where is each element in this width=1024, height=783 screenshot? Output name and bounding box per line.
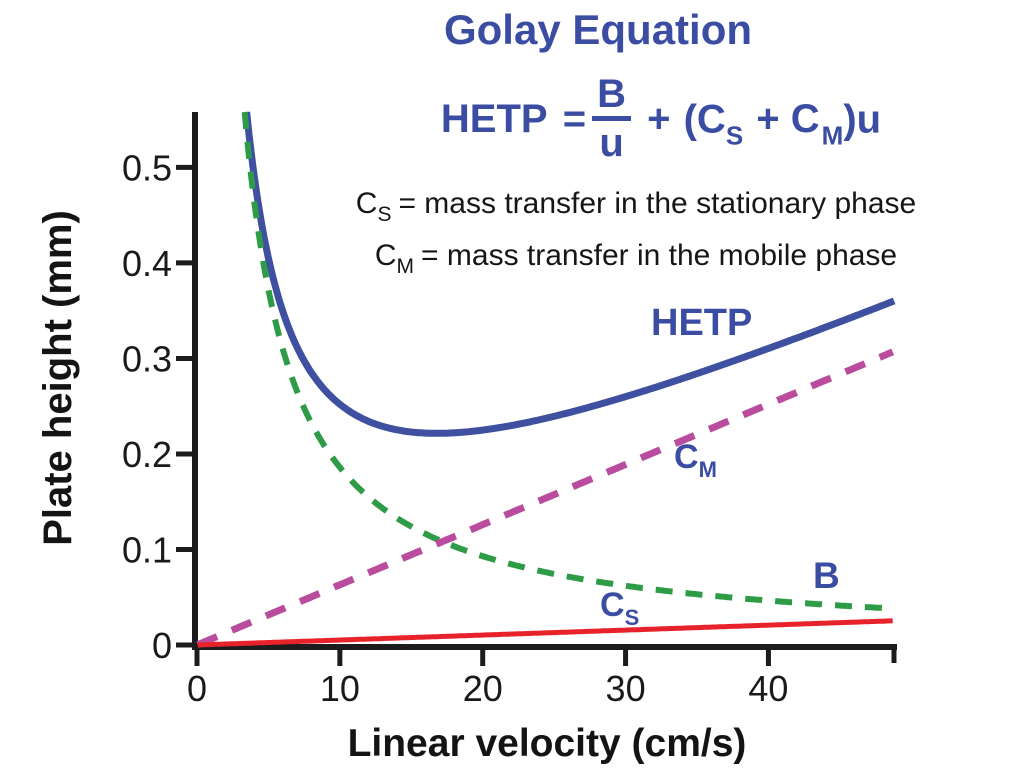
x-axis-title: Linear velocity (cm/s) <box>347 722 747 765</box>
y-tick-label-0.2: 0.2 <box>122 434 172 475</box>
equation-close: )u <box>843 97 882 142</box>
cm-subscript: M <box>396 255 415 278</box>
cm-label-sub: M <box>698 457 717 482</box>
equation-sub-s: S <box>725 120 744 151</box>
x-tick-label-30: 30 <box>606 668 646 709</box>
y-tick-label-0.1: 0.1 <box>122 529 172 570</box>
x-tick-label-10: 10 <box>320 668 360 709</box>
cs-symbol: C <box>355 187 378 220</box>
fraction-numerator: B <box>592 74 631 121</box>
page-title: Golay Equation <box>443 6 753 53</box>
cm-curve-label: CM <box>674 438 717 483</box>
cs-curve-label: CS <box>600 586 639 631</box>
curve-cm <box>196 348 895 648</box>
x-tick-label-20: 20 <box>463 668 503 709</box>
x-tick-label-40: 40 <box>748 668 788 709</box>
cm-label-main: C <box>674 438 699 476</box>
x-tick-label-0: 0 <box>187 668 207 709</box>
y-tick-label-0.4: 0.4 <box>122 243 172 284</box>
y-tick-label-0.3: 0.3 <box>122 338 172 379</box>
cs-label-sub: S <box>624 605 640 630</box>
hetp-curve-label: HETP <box>651 302 753 344</box>
definition-cs: CS = mass transfer in the stationary phas… <box>236 183 1024 235</box>
y-tick-label-0.5: 0.5 <box>122 147 172 188</box>
y-axis-title: Plate height (mm) <box>36 210 80 546</box>
curve-cs <box>197 618 893 648</box>
equation-sub-m: M <box>821 120 844 151</box>
equation-mid: + C <box>756 97 820 142</box>
definition-cm: CM = mass transfer in the mobile phase <box>236 235 1024 287</box>
cs-definition-text: = mass transfer in the stationary phase <box>398 187 917 220</box>
equation-open-paren: (C <box>683 97 726 142</box>
cm-definition-text: = mass transfer in the mobile phase <box>421 239 898 272</box>
cs-subscript: S <box>377 203 392 226</box>
equation-lhs: HETP <box>440 97 548 142</box>
curve-b <box>241 111 893 612</box>
equation-plus: + <box>647 97 671 142</box>
term-definitions: CS = mass transfer in the stationary phas… <box>236 183 1024 287</box>
curve-hetp <box>243 111 896 437</box>
b-curve-label: B <box>813 555 840 596</box>
cm-symbol: C <box>374 239 397 272</box>
y-tick-label-0: 0 <box>152 625 172 666</box>
fraction-denominator: u <box>599 120 624 165</box>
equation-equals: = <box>562 97 587 142</box>
cs-label-main: C <box>600 586 625 624</box>
